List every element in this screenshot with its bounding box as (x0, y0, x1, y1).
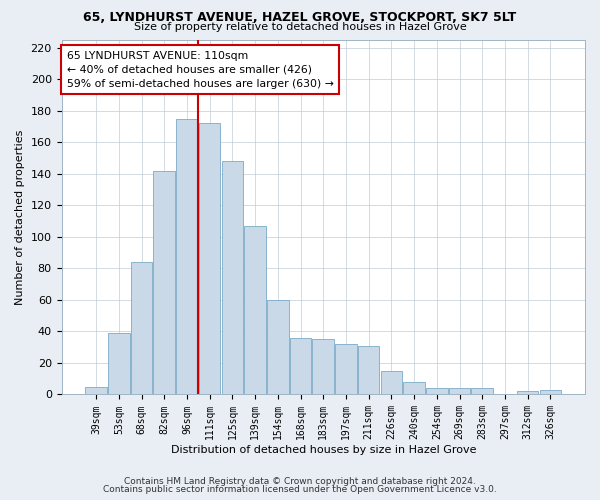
Bar (335, 344, 357, 395)
Bar (154, 171, 175, 394)
Text: Contains HM Land Registry data © Crown copyright and database right 2024.: Contains HM Land Registry data © Crown c… (124, 477, 476, 486)
Text: Size of property relative to detached houses in Hazel Grove: Size of property relative to detached ho… (134, 22, 466, 32)
Bar (313, 340, 334, 394)
Text: 65 LYNDHURST AVENUE: 110sqm
← 40% of detached houses are smaller (426)
59% of se: 65 LYNDHURST AVENUE: 110sqm ← 40% of det… (67, 50, 334, 88)
Bar (403, 382, 425, 394)
Bar (244, 226, 266, 394)
Bar (199, 124, 220, 394)
Bar (290, 338, 311, 394)
Bar (108, 333, 130, 394)
Text: 65, LYNDHURST AVENUE, HAZEL GROVE, STOCKPORT, SK7 5LT: 65, LYNDHURST AVENUE, HAZEL GROVE, STOCK… (83, 11, 517, 24)
Bar (449, 388, 470, 394)
Bar (472, 388, 493, 394)
Bar (380, 371, 402, 394)
Bar (517, 392, 538, 394)
Text: Contains public sector information licensed under the Open Government Licence v3: Contains public sector information licen… (103, 485, 497, 494)
Bar (85, 386, 107, 394)
Bar (131, 262, 152, 394)
Bar (176, 119, 198, 394)
Bar (267, 300, 289, 394)
Bar (221, 162, 243, 394)
Bar (358, 346, 379, 395)
Bar (426, 388, 448, 394)
X-axis label: Distribution of detached houses by size in Hazel Grove: Distribution of detached houses by size … (170, 445, 476, 455)
Y-axis label: Number of detached properties: Number of detached properties (15, 130, 25, 305)
Bar (539, 390, 561, 394)
